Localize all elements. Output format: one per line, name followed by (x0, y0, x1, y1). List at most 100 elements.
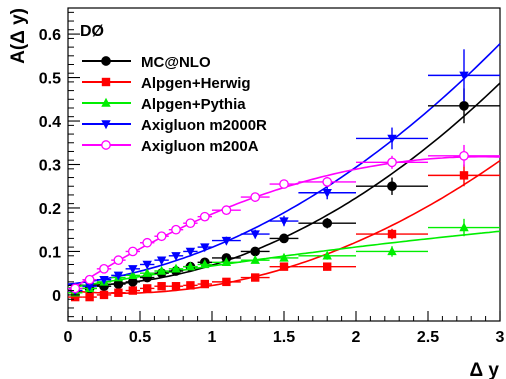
data-point (185, 247, 196, 257)
data-point (71, 292, 80, 302)
data-point (84, 274, 95, 285)
data-point (279, 252, 289, 262)
data-series (68, 49, 500, 302)
series-group (68, 218, 500, 297)
data-point (459, 71, 469, 81)
data-point (186, 281, 195, 290)
data-point (128, 265, 138, 275)
legend-label: Alpgen+Pythia (141, 96, 246, 113)
data-point (279, 262, 289, 271)
data-point (113, 255, 124, 265)
data-point (156, 265, 167, 275)
y-tick-label: 0.3 (39, 158, 61, 175)
data-point (221, 257, 232, 267)
data-point (113, 271, 124, 281)
data-point (200, 259, 210, 269)
x-axis-label: Δ y (469, 360, 499, 379)
y-tick-label: 0.5 (39, 71, 61, 88)
series-group (68, 164, 500, 302)
legend-marker (101, 56, 111, 66)
data-point (250, 230, 260, 240)
legend-marker (101, 140, 111, 150)
data-point (387, 181, 397, 192)
data-point (322, 250, 332, 260)
data-point (459, 100, 469, 111)
x-tick-label: 0.5 (129, 329, 151, 346)
fit-curve (67, 43, 501, 285)
data-point (387, 157, 397, 168)
legend: MC@NLO Alpgen+Herwig Alpgen+Pythia Axigluon… (82, 54, 267, 155)
data-point (156, 256, 167, 266)
data-point (322, 177, 333, 187)
data-point (127, 246, 138, 257)
series-group (68, 49, 500, 296)
data-point (222, 277, 231, 287)
data-point (142, 237, 153, 248)
data-point (157, 282, 166, 291)
data-point (387, 229, 397, 239)
y-tick-label: 0.6 (39, 27, 61, 44)
data-point (387, 134, 397, 144)
data-point (322, 218, 333, 229)
data-point (251, 273, 260, 282)
data-point (114, 288, 123, 297)
data-point (459, 171, 469, 180)
data-point (185, 218, 196, 229)
data-point (250, 246, 261, 257)
legend-label: Axigluon m200A (141, 138, 259, 155)
data-point (279, 233, 289, 244)
data-point (459, 150, 469, 161)
x-tick-label: 2 (352, 329, 361, 346)
data-point (221, 205, 232, 215)
x-tick-label: 1 (208, 329, 217, 346)
data-point (459, 222, 469, 232)
x-tick-label: 1.5 (273, 329, 295, 346)
data-point (171, 252, 181, 261)
data-point (250, 254, 260, 264)
data-point (322, 189, 332, 198)
legend-marker (101, 97, 111, 107)
series-group (68, 144, 500, 294)
data-point (250, 192, 261, 202)
data-point (171, 224, 181, 235)
legend-label: MC@NLO (141, 54, 211, 71)
x-tick-label: 3 (496, 329, 505, 346)
data-point (84, 282, 95, 292)
data-point (99, 276, 109, 285)
data-point (99, 263, 109, 274)
legend-label: Axigluon m2000R (141, 117, 267, 134)
data-point (70, 283, 81, 294)
y-tick-label: 0.4 (39, 114, 61, 131)
x-tick-label: 0 (64, 329, 73, 346)
data-point (221, 236, 232, 246)
data-point (185, 261, 196, 271)
data-point (171, 263, 181, 273)
experiment-label: DØ (80, 23, 104, 40)
legend-marker (101, 77, 111, 87)
y-axis-label: A(Δ y) (8, 8, 29, 64)
y-tick-label: 0.2 (39, 201, 61, 218)
axes: 0 0.5 1 1.5 2 2.5 3 0 0.1 0.2 0.3 0.4 0.5 0.6 (39, 11, 505, 346)
data-point (387, 246, 397, 256)
y-tick-label: 0 (52, 288, 61, 305)
legend-label: Alpgen+Herwig (141, 75, 251, 92)
data-point (99, 290, 109, 300)
data-point (279, 217, 289, 227)
data-point (323, 262, 332, 271)
legend-marker (101, 120, 111, 130)
data-point (128, 286, 137, 295)
data-point (156, 231, 167, 242)
data-point (128, 270, 138, 280)
data-point (142, 267, 152, 277)
x-tick-label: 2.5 (417, 329, 439, 346)
data-point (171, 282, 181, 291)
data-point (199, 211, 210, 222)
data-point (200, 243, 210, 253)
data-point (279, 179, 289, 189)
data-point (200, 279, 209, 289)
data-point (143, 284, 152, 293)
y-tick-label: 0.1 (39, 244, 61, 261)
data-point (85, 292, 94, 302)
data-point (142, 260, 152, 270)
